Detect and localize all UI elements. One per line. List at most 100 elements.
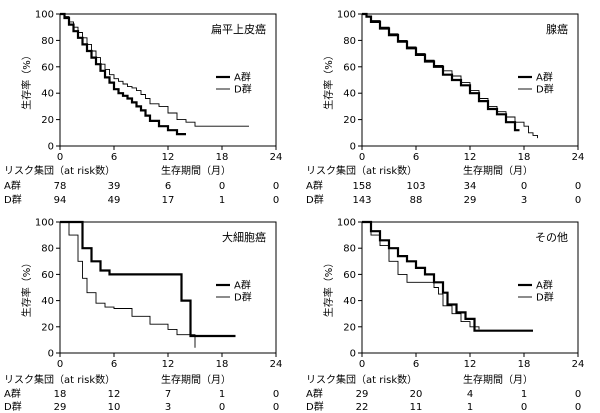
x-tick-label: 18 [216,152,229,163]
km-curve-a [60,220,236,338]
km-curve-d [362,221,480,330]
risk-value: 0 [521,181,527,192]
x-tick-label: 18 [518,152,531,163]
y-tick-label: 20 [41,322,54,333]
panel-title: 大細胞癌 [222,230,266,244]
risk-value: 3 [165,402,171,413]
y-axis-label: 生存率（%） [322,258,335,318]
y-tick-label: 60 [343,270,356,281]
x-tick-label: 0 [57,152,63,163]
risk-row-label: A群 [4,387,21,400]
km-curve-d [60,221,196,348]
x-axis-label: 生存期間（月） [161,373,231,386]
risk-value: 0 [521,402,527,413]
risk-value: 0 [273,389,279,400]
x-tick-label: 0 [359,152,365,163]
risk-row-label: D群 [306,400,324,413]
y-tick-label: 100 [337,10,356,21]
risk-row-label: A群 [306,179,323,192]
risk-row-label: D群 [4,400,22,413]
risk-row-label: D群 [306,193,324,206]
y-tick-label: 40 [41,89,54,100]
risk-table-header: リスク集団（at risk数） [306,373,417,386]
y-tick-label: 80 [41,36,54,47]
x-tick-label: 12 [464,152,477,163]
y-tick-label: 20 [343,322,356,333]
x-tick-label: 6 [413,359,419,370]
risk-value: 1 [219,389,225,400]
risk-value: 143 [352,195,371,206]
y-tick-label: 100 [337,218,356,229]
risk-value: 0 [219,402,225,413]
risk-value: 22 [356,402,369,413]
risk-table-header: リスク集団（at risk数） [306,164,417,177]
risk-value: 6 [165,181,171,192]
risk-row-label: A群 [4,179,21,192]
risk-value: 94 [54,195,67,206]
legend-label: A群 [234,71,251,84]
legend-label: A群 [536,71,553,84]
x-axis-label: 生存期間（月） [161,164,231,177]
y-axis-label: 生存率（%） [20,50,33,110]
risk-value: 4 [467,389,473,400]
km-curve-d [362,13,538,139]
risk-value: 0 [273,181,279,192]
y-tick-label: 0 [350,349,356,360]
y-tick-label: 20 [343,115,356,126]
y-tick-label: 80 [41,244,54,255]
risk-value: 0 [575,195,581,206]
risk-value: 18 [54,389,67,400]
panel-title: 腺癌 [546,22,568,36]
risk-value: 3 [521,195,527,206]
x-tick-label: 24 [270,152,283,163]
km-curve-a [362,12,520,132]
x-tick-label: 24 [572,359,585,370]
x-tick-label: 12 [162,152,175,163]
x-tick-label: 12 [464,359,477,370]
y-tick-label: 60 [41,270,54,281]
risk-value: 78 [54,181,67,192]
x-tick-label: 24 [270,359,283,370]
risk-value: 1 [467,402,473,413]
y-tick-label: 0 [350,142,356,153]
risk-row-label: A群 [306,387,323,400]
y-tick-label: 60 [41,62,54,73]
risk-value: 20 [410,389,423,400]
panel-title: その他 [535,231,568,244]
x-tick-label: 6 [111,359,117,370]
risk-value: 0 [219,181,225,192]
y-axis-label: 生存率（%） [322,50,335,110]
x-tick-label: 6 [413,152,419,163]
risk-value: 11 [410,402,423,413]
risk-value: 39 [108,181,121,192]
legend-label: D群 [536,291,554,304]
risk-value: 1 [219,195,225,206]
risk-value: 29 [54,402,67,413]
risk-value: 0 [575,389,581,400]
risk-value: 29 [464,195,477,206]
y-tick-label: 80 [343,244,356,255]
y-tick-label: 40 [343,296,356,307]
km-curve-a [60,12,186,136]
risk-value: 7 [165,389,171,400]
y-tick-label: 60 [343,62,356,73]
y-tick-label: 0 [48,142,54,153]
risk-value: 29 [356,389,369,400]
km-curve-a [362,220,533,332]
x-tick-label: 18 [216,359,229,370]
y-tick-label: 20 [41,115,54,126]
x-tick-label: 18 [518,359,531,370]
risk-value: 0 [575,181,581,192]
risk-value: 103 [406,181,425,192]
risk-table-header: リスク集団（at risk数） [4,373,115,386]
y-tick-label: 0 [48,349,54,360]
risk-row-label: D群 [4,193,22,206]
risk-value: 34 [464,181,477,192]
legend-label: A群 [536,279,553,292]
x-tick-label: 0 [57,359,63,370]
risk-value: 1 [521,389,527,400]
